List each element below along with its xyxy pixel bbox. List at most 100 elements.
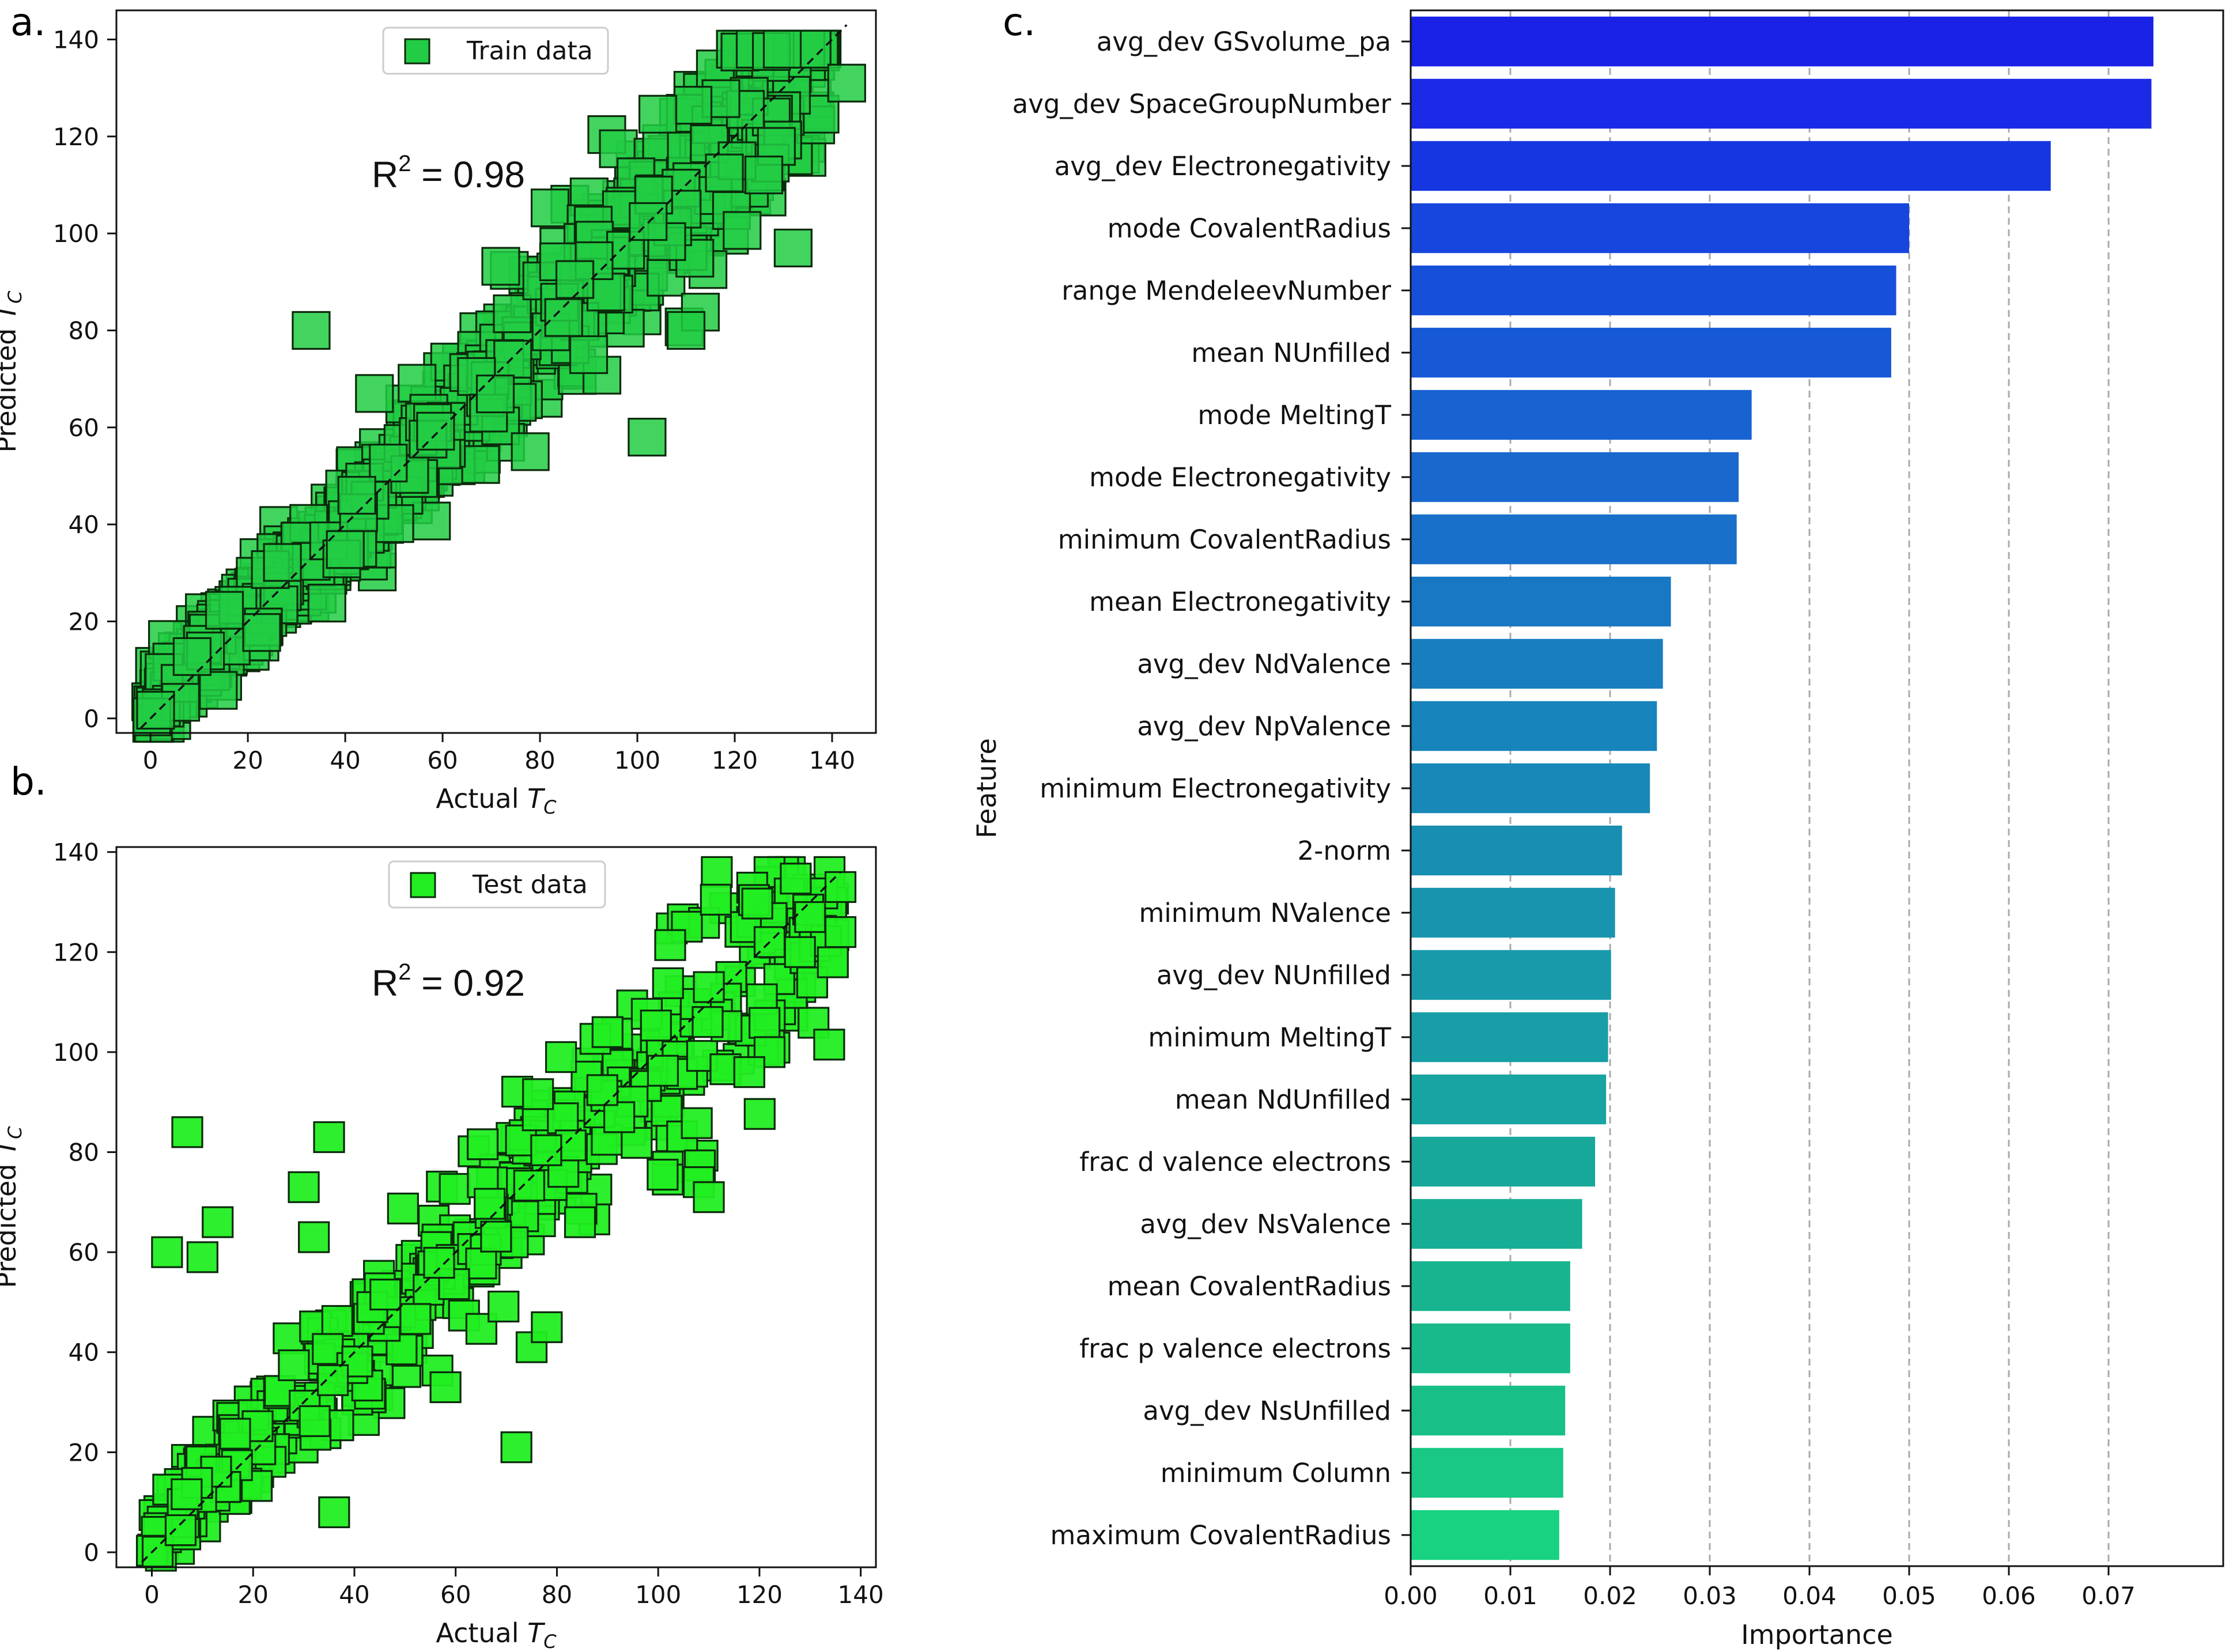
- scatter-plot-train: 0 20 40 60 80 100 120 140 0 20 40 60 80 100 120 140 Actu…: [0, 9, 877, 818]
- scatter-marker: [475, 375, 515, 414]
- x-tick-label: 60: [427, 746, 458, 774]
- scatter-marker: [465, 1247, 497, 1280]
- plot-frame: [115, 9, 877, 734]
- scatter-marker: [794, 901, 826, 933]
- y-axis-label: Feature: [971, 738, 1002, 838]
- scatter-marker: [337, 475, 376, 515]
- scatter-marker: [313, 1121, 345, 1154]
- scatter-marker: [141, 1536, 174, 1568]
- legend-box: [382, 27, 609, 75]
- scatter-marker: [318, 1496, 350, 1529]
- feature-label: minimum Electronegativity: [1040, 773, 1391, 804]
- bar: [1411, 1136, 1596, 1187]
- scatter-marker: [780, 863, 812, 895]
- scatter-marker: [416, 411, 455, 451]
- scatter-marker: [202, 1206, 234, 1238]
- scatter-marker: [784, 936, 816, 968]
- y-tick-label: 20: [69, 1438, 99, 1466]
- bar: [1411, 514, 1737, 565]
- feature-label: avg_dev SpaceGroupNumber: [1012, 89, 1392, 119]
- scatter-marker: [654, 929, 686, 961]
- bar: [1411, 1261, 1570, 1311]
- scatter-marker: [545, 1041, 577, 1073]
- bar: [1411, 763, 1650, 814]
- x-tick-label: 0.03: [1683, 1582, 1737, 1610]
- y-tick-label: 100: [53, 220, 99, 248]
- scatter-marker: [603, 1101, 636, 1133]
- x-tick-label: 60: [440, 1581, 471, 1609]
- scatter-marker: [467, 1128, 499, 1160]
- r-squared-annotation: R2 = 0.98: [372, 151, 525, 195]
- y-tick-label: 140: [53, 25, 99, 54]
- bar: [1411, 1510, 1559, 1560]
- scatter-marker: [743, 1098, 776, 1130]
- scatter-marker: [693, 971, 725, 1003]
- bar: [1411, 390, 1752, 440]
- feature-label: avg_dev Electronegativity: [1055, 151, 1391, 182]
- scatter-marker: [151, 1236, 183, 1268]
- y-tick-label: 0: [84, 1538, 99, 1567]
- x-tick-label: 0.01: [1483, 1582, 1537, 1610]
- scatter-marker: [744, 155, 784, 195]
- r-squared-annotation: R2 = 0.92: [372, 959, 525, 1004]
- scatter-marker: [164, 1514, 197, 1547]
- feature-label: avg_dev NpValence: [1137, 711, 1391, 742]
- bar: [1411, 16, 2153, 67]
- bar: [1411, 141, 2051, 191]
- scatter-marker: [705, 153, 744, 192]
- scatter-marker: [693, 1181, 725, 1214]
- scatter-marker: [647, 1054, 679, 1087]
- scatter-marker: [321, 1305, 353, 1337]
- bar: [1411, 1385, 1566, 1436]
- scatter-marker: [317, 1364, 349, 1396]
- scatter-marker: [723, 211, 762, 250]
- y-tick-label: 120: [53, 938, 99, 966]
- x-tick-label: 0.05: [1882, 1582, 1936, 1610]
- x-tick-label: 80: [524, 746, 555, 774]
- feature-label: frac p valence electrons: [1079, 1333, 1391, 1364]
- scatter-marker: [399, 1303, 432, 1335]
- legend-marker: [410, 872, 436, 898]
- scatter-points: [135, 856, 857, 1572]
- scatter-marker: [136, 690, 175, 730]
- scatter-marker: [298, 1221, 330, 1253]
- bar: [1411, 701, 1657, 751]
- y-tick-label: 60: [69, 414, 99, 442]
- scatter-marker: [288, 1171, 320, 1203]
- scatter-marker: [591, 1016, 624, 1048]
- scatter-marker: [171, 1116, 203, 1148]
- bar: [1411, 638, 1663, 689]
- scatter-marker: [273, 1322, 305, 1355]
- scatter-marker: [586, 1074, 618, 1106]
- feature-label: avg_dev GSvolume_pa: [1097, 27, 1391, 57]
- scatter-marker: [474, 1188, 506, 1220]
- scatter-marker: [647, 1158, 679, 1191]
- feature-label: avg_dev NUnfilled: [1157, 960, 1391, 991]
- scatter-marker: [824, 916, 857, 948]
- x-tick-label: 20: [238, 1581, 269, 1609]
- x-tick-label: 0.02: [1583, 1582, 1637, 1610]
- y-tick-label: 100: [53, 1038, 99, 1067]
- bar: [1411, 887, 1615, 938]
- bar: [1411, 1012, 1608, 1063]
- x-tick-label: 120: [736, 1581, 783, 1609]
- panel-letter-b: b.: [10, 759, 47, 804]
- bar: [1411, 327, 1891, 378]
- feature-label: mean NUnfilled: [1191, 338, 1391, 368]
- legend: Test data: [388, 860, 606, 909]
- scatter-marker: [748, 1007, 781, 1039]
- x-tick-label: 0.00: [1384, 1582, 1438, 1610]
- x-tick-label: 40: [339, 1581, 369, 1609]
- scatter-marker: [530, 1134, 562, 1166]
- feature-importance-bar-chart: avg_dev GSvolume_pa avg_dev SpaceGroupNum…: [971, 9, 2224, 1650]
- scatter-marker: [480, 1220, 512, 1253]
- scatter-marker: [652, 967, 684, 999]
- legend-label: Train data: [466, 36, 593, 66]
- y-tick-label: 0: [84, 705, 99, 733]
- scatter-marker: [493, 294, 532, 334]
- bar: [1411, 1199, 1582, 1249]
- bar: [1411, 203, 1910, 254]
- scatter-marker: [817, 946, 849, 978]
- legend: Train data: [382, 27, 609, 75]
- feature-label: avg_dev NsUnfilled: [1143, 1396, 1391, 1426]
